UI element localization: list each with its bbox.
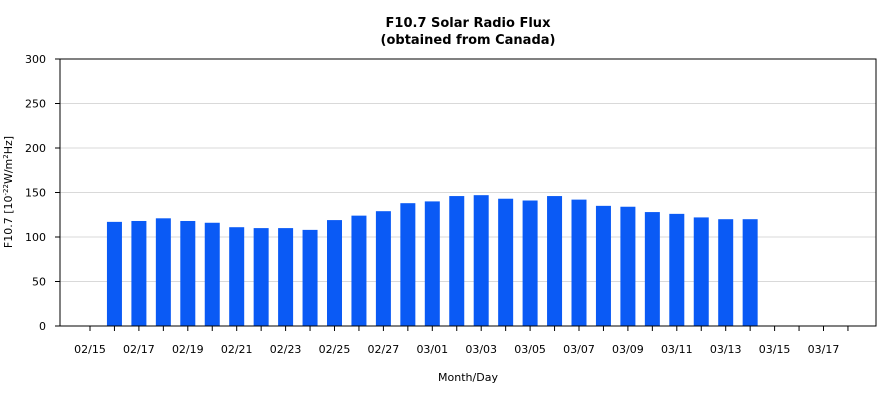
y-axis-label-mid: W/m <box>2 159 15 184</box>
y-axis-label-prefix: F10.7 [10 <box>2 195 15 248</box>
y-tick-label: 250 <box>25 98 46 111</box>
bar <box>547 196 563 326</box>
bars <box>106 195 758 326</box>
bar <box>644 212 660 326</box>
x-tick-label: 03/15 <box>759 343 791 356</box>
grid <box>60 103 876 282</box>
y-axis: 0 50 100 150 200 250 300 <box>25 53 60 333</box>
x-tick-label: 02/17 <box>123 343 155 356</box>
chart-title: F10.7 Solar Radio Flux <box>386 16 552 31</box>
y-axis-label: F10.7 [10-22W/m2Hz] <box>2 136 15 248</box>
bar <box>620 206 636 326</box>
bar <box>253 228 269 326</box>
x-tick-label: 02/19 <box>172 343 204 356</box>
bar <box>155 218 171 326</box>
x-tick-label: 02/23 <box>270 343 302 356</box>
bar <box>351 215 367 326</box>
bar <box>278 228 294 326</box>
y-tick-label: 150 <box>25 187 46 200</box>
x-tick-label: 02/27 <box>368 343 400 356</box>
bar <box>669 213 685 326</box>
bar <box>302 229 318 326</box>
bar <box>571 199 587 326</box>
bar <box>204 222 220 326</box>
chart-subtitle: (obtained from Canada) <box>381 33 556 48</box>
bar <box>498 198 514 326</box>
bar <box>595 205 611 326</box>
bar <box>375 211 391 326</box>
x-tick-label: 02/15 <box>74 343 106 356</box>
bar <box>742 219 758 326</box>
bar <box>522 200 538 326</box>
x-tick-label: 03/13 <box>710 343 742 356</box>
x-tick-label: 03/11 <box>661 343 693 356</box>
y-tick-label: 300 <box>25 53 46 66</box>
bar <box>327 220 342 326</box>
y-tick-label: 200 <box>25 142 46 155</box>
y-axis-label-exp1: -22 <box>2 184 10 195</box>
bar <box>131 220 147 326</box>
y-tick-label: 0 <box>39 320 46 333</box>
x-tick-label: 03/07 <box>563 343 595 356</box>
x-tick-label: 03/09 <box>612 343 644 356</box>
x-tick-label: 03/05 <box>514 343 546 356</box>
y-axis-label-exp2: 2 <box>2 154 10 158</box>
x-axis: 02/15 02/17 02/19 02/21 02/23 02/25 02/27 03/01… <box>74 326 849 356</box>
bar <box>473 195 489 326</box>
bar <box>424 201 440 326</box>
x-axis-label: Month/Day <box>438 371 498 384</box>
bar <box>449 196 465 326</box>
bar <box>718 219 734 326</box>
x-tick-label: 02/21 <box>221 343 253 356</box>
x-tick-label: 03/17 <box>808 343 840 356</box>
bar <box>229 227 245 326</box>
y-tick-label: 50 <box>32 276 46 289</box>
bar <box>106 221 122 326</box>
bar <box>693 217 709 326</box>
x-tick-label: 03/03 <box>465 343 497 356</box>
y-tick-label: 100 <box>25 231 46 244</box>
x-tick-label: 02/25 <box>319 343 351 356</box>
x-tick-label: 03/01 <box>416 343 448 356</box>
bar <box>180 220 196 326</box>
y-axis-label-suffix: Hz] <box>2 136 15 154</box>
bar <box>400 203 416 326</box>
